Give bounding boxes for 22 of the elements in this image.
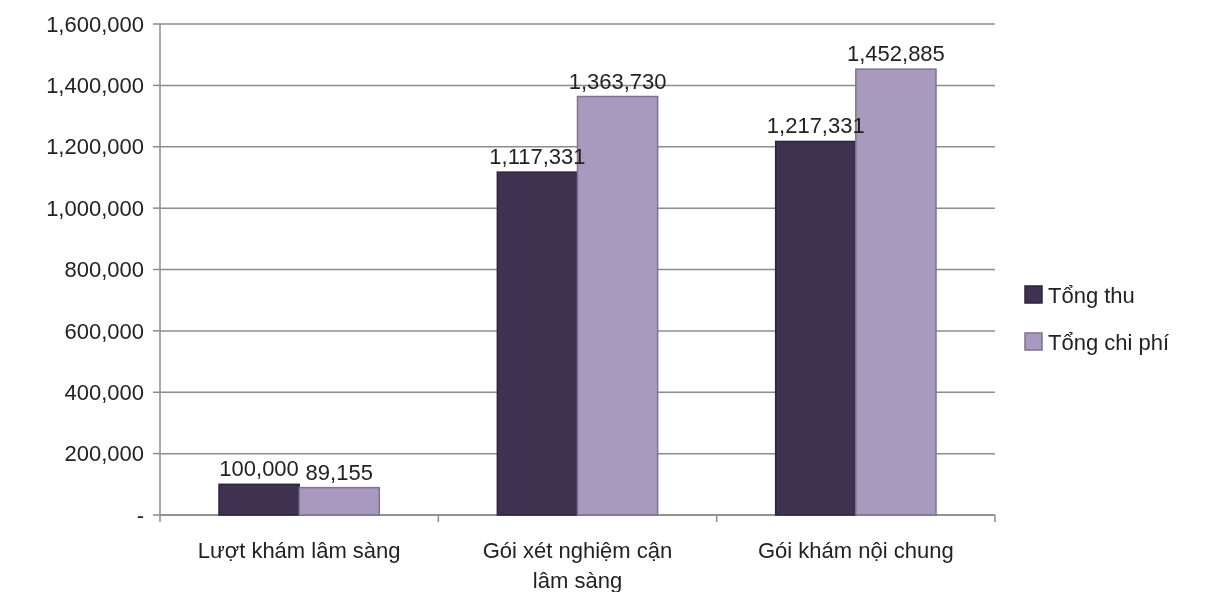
- x-tick-label: Gói xét nghiệm cận lâm sàng: [482, 538, 673, 592]
- y-tick-label: 1,600,000: [46, 11, 144, 37]
- x-tick-label: Gói khám nội chung: [758, 538, 954, 563]
- y-tick-label: 800,000: [64, 257, 144, 283]
- y-tick-label: 1,000,000: [46, 195, 144, 221]
- data-label: 1,452,885: [846, 41, 945, 67]
- y-tick-label: 1,400,000: [46, 73, 144, 99]
- y-tick-label: -: [136, 502, 144, 528]
- data-label: 89,155: [305, 459, 373, 485]
- data-label: 1,363,730: [568, 68, 667, 94]
- y-tick-label: 200,000: [64, 441, 144, 467]
- x-tick-label: Lượt khám lâm sàng: [197, 538, 401, 563]
- legend-label: Tổng thu: [1048, 282, 1135, 308]
- bar: [218, 483, 300, 516]
- legend-label: Tổng chi phí: [1048, 329, 1170, 355]
- bar: [774, 140, 857, 516]
- y-tick-label: 600,000: [64, 318, 144, 344]
- y-tick-label: 400,000: [64, 379, 144, 405]
- bar: [496, 171, 579, 516]
- bar: [298, 486, 381, 516]
- y-tick-label: 1,200,000: [46, 134, 144, 160]
- data-label: 100,000: [219, 456, 299, 482]
